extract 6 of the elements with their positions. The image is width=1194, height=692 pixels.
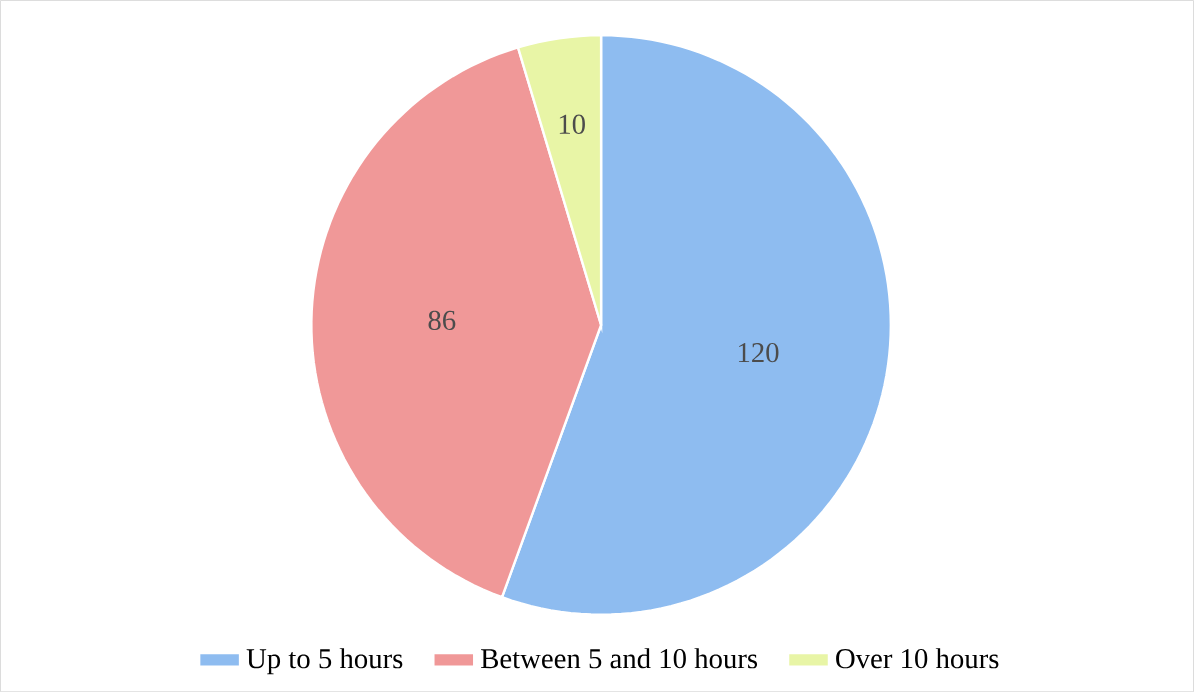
- legend-label: Over 10 hours: [836, 648, 999, 669]
- legend-label: Up to 5 hours: [246, 648, 403, 675]
- data-label: 120: [738, 342, 779, 363]
- legend-label: Between 5 and 10 hours: [481, 648, 758, 669]
- data-label: 86: [428, 310, 456, 330]
- data-label: 10: [559, 114, 585, 134]
